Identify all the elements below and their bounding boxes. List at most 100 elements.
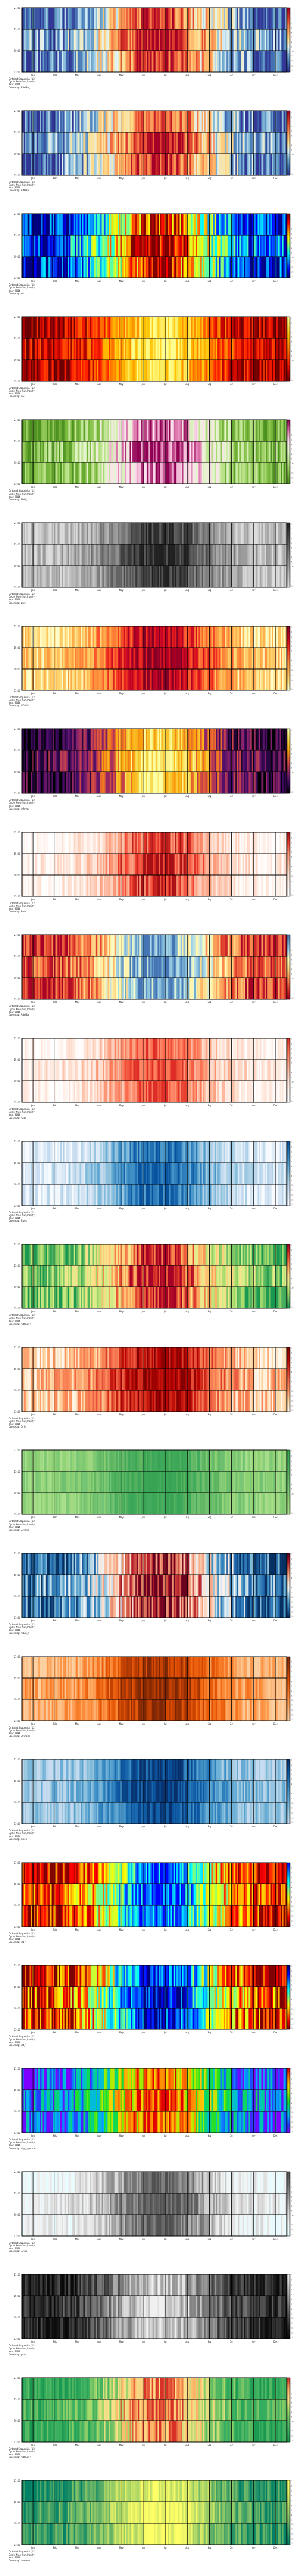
heatmap-cell bbox=[279, 359, 281, 382]
heatmap-cell bbox=[145, 359, 147, 382]
heatmap-cell bbox=[201, 647, 203, 669]
heatmap-cell bbox=[239, 668, 242, 690]
heatmap-cell bbox=[35, 626, 37, 648]
heatmap-cell bbox=[92, 565, 94, 588]
heatmap-cell bbox=[194, 544, 196, 566]
heatmap-cell bbox=[273, 132, 275, 154]
heatmap-cell bbox=[132, 257, 134, 278]
heatmap-cell bbox=[229, 729, 231, 751]
heatmap-cell bbox=[25, 7, 27, 30]
x-tick-label: Feb bbox=[53, 280, 58, 282]
heatmap-cell bbox=[183, 729, 186, 751]
heatmap-cell bbox=[36, 338, 38, 360]
heatmap-cell bbox=[82, 7, 84, 30]
heatmap-cell bbox=[82, 772, 84, 794]
heatmap-cell bbox=[226, 29, 228, 51]
heatmap-cell bbox=[195, 522, 197, 545]
colorbar-segment bbox=[287, 60, 290, 63]
heatmap-cell bbox=[166, 29, 168, 51]
heatmap-cell bbox=[136, 522, 138, 545]
colorbar-segment bbox=[287, 450, 290, 453]
heatmap-cell bbox=[242, 647, 244, 669]
heatmap-cell bbox=[179, 359, 181, 382]
x-tick-label: Oct bbox=[230, 795, 233, 798]
heatmap-cell bbox=[127, 647, 130, 669]
heatmap-cell bbox=[110, 153, 112, 175]
heatmap-cell bbox=[279, 772, 281, 794]
heatmap-cell bbox=[127, 235, 130, 257]
heatmap-cell bbox=[104, 257, 106, 278]
heatmap-cell bbox=[63, 359, 65, 382]
heatmap-cell bbox=[157, 132, 159, 154]
heatmap-cell bbox=[161, 29, 164, 51]
heatmap-cell bbox=[233, 750, 236, 772]
heatmap-cell bbox=[189, 359, 192, 382]
heatmap-cell bbox=[135, 626, 137, 648]
heatmap-cell bbox=[204, 750, 206, 772]
heatmap-cell bbox=[70, 50, 72, 73]
colorbar-tick-label: 10 bbox=[291, 669, 293, 671]
heatmap-cell bbox=[279, 214, 281, 236]
heatmap-cell bbox=[104, 441, 106, 463]
heatmap-cell bbox=[241, 132, 243, 154]
heatmap-cell bbox=[127, 729, 130, 751]
heatmap-cell bbox=[63, 668, 65, 690]
heatmap-cell bbox=[217, 772, 220, 794]
heatmap-cell bbox=[136, 257, 138, 278]
heatmap-cell bbox=[222, 132, 224, 154]
colorbar-segment bbox=[287, 249, 290, 251]
heatmap-cell bbox=[141, 316, 143, 339]
heatmap-cell bbox=[211, 647, 214, 669]
heatmap-cell bbox=[97, 235, 99, 257]
heatmap-cell bbox=[31, 153, 33, 175]
heatmap-cell bbox=[157, 668, 159, 690]
heatmap-cell bbox=[285, 647, 287, 669]
heatmap-cell bbox=[285, 420, 287, 442]
heatmap-cell bbox=[201, 729, 203, 751]
heatmap-cell bbox=[82, 338, 84, 360]
heatmap-cell bbox=[132, 7, 134, 30]
heatmap-cell bbox=[42, 132, 44, 154]
colorbar-tick-label: 2 bbox=[291, 219, 292, 221]
heatmap-cell bbox=[247, 441, 249, 463]
heatmap-cell bbox=[62, 132, 64, 154]
colorbar-tick-label: 3 bbox=[291, 17, 292, 19]
colorbar-tick-label: 11 bbox=[291, 55, 293, 58]
heatmap-cell bbox=[70, 110, 72, 132]
colorbar-segment bbox=[287, 320, 290, 322]
heatmap-cell bbox=[159, 50, 161, 73]
heatmap-cell bbox=[57, 729, 59, 751]
heatmap-cell bbox=[45, 750, 47, 772]
heatmap-cell bbox=[175, 750, 177, 772]
heatmap-cell bbox=[101, 110, 103, 132]
heatmap-cell bbox=[23, 257, 25, 278]
heatmap-cell bbox=[198, 359, 200, 382]
heatmap-cell bbox=[122, 132, 124, 154]
heatmap-cell bbox=[58, 110, 60, 132]
heatmap-cell bbox=[242, 257, 244, 278]
heatmap-cell bbox=[66, 132, 68, 154]
colorbar-segment bbox=[287, 434, 290, 436]
heatmap-cell bbox=[26, 522, 29, 545]
heatmap-cell bbox=[226, 441, 228, 463]
heatmap-cell bbox=[254, 235, 256, 257]
heatmap-cell bbox=[241, 462, 243, 484]
heatmap-cell bbox=[103, 359, 105, 382]
heatmap-cell bbox=[139, 50, 142, 73]
heatmap-cell bbox=[236, 462, 238, 484]
heatmap-cell bbox=[104, 626, 106, 648]
heatmap-cell bbox=[217, 7, 220, 30]
heatmap-cell bbox=[159, 235, 161, 257]
heatmap-cell bbox=[225, 522, 227, 545]
heatmap-cell bbox=[22, 522, 24, 545]
heatmap-cell bbox=[239, 153, 242, 175]
colorbar-segment bbox=[287, 120, 290, 122]
heatmap-cell bbox=[273, 420, 275, 442]
colorbar-segment bbox=[287, 674, 290, 676]
heatmap-cell bbox=[29, 214, 31, 236]
colorbar-segment bbox=[287, 646, 290, 649]
heatmap-cell bbox=[55, 235, 58, 257]
heatmap-cell bbox=[29, 647, 31, 669]
heatmap-cell bbox=[29, 522, 31, 545]
heatmap-cell bbox=[182, 50, 184, 73]
